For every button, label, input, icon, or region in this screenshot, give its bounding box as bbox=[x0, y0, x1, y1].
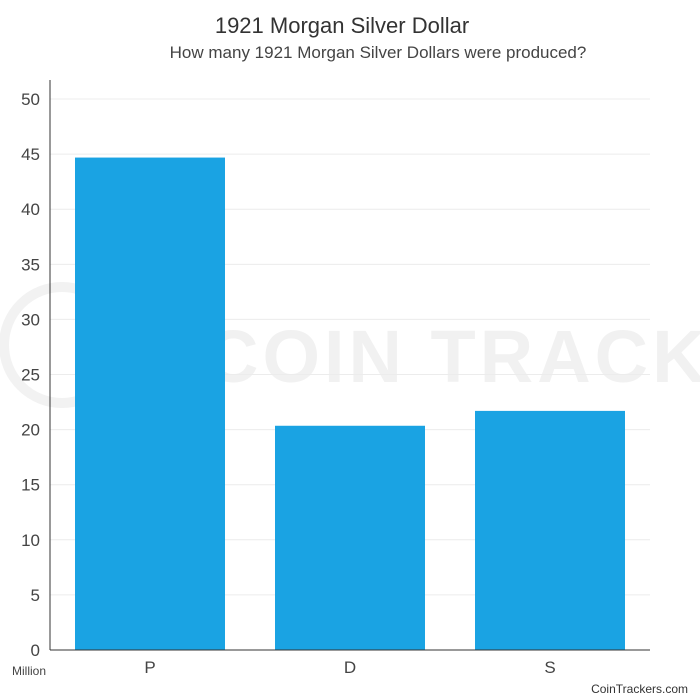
y-tick-label: 5 bbox=[31, 586, 40, 605]
x-tick-label: S bbox=[544, 658, 555, 677]
y-tick-label: 15 bbox=[21, 476, 40, 495]
source-label: CoinTrackers.com bbox=[591, 682, 688, 696]
bars bbox=[75, 157, 625, 651]
bar-s bbox=[475, 410, 625, 650]
x-tick-label: D bbox=[344, 658, 356, 677]
chart-subtitle: How many 1921 Morgan Silver Dollars were… bbox=[170, 43, 587, 62]
y-tick-label: 50 bbox=[21, 90, 40, 109]
bar-d bbox=[275, 425, 425, 650]
y-tick-label: 35 bbox=[21, 255, 40, 274]
y-tick-label: 20 bbox=[21, 421, 40, 440]
bar-p bbox=[75, 157, 225, 651]
y-tick-label: 0 bbox=[31, 641, 40, 660]
watermark-text: COIN TRACKERS bbox=[205, 315, 700, 398]
y-tick-label: 10 bbox=[21, 531, 40, 550]
y-tick-label: 40 bbox=[21, 200, 40, 219]
y-tick-label: 30 bbox=[21, 310, 40, 329]
x-tick-label: P bbox=[144, 658, 155, 677]
watermark: COIN TRACKERS bbox=[0, 282, 700, 408]
y-axis-ticks: 0 5 10 15 20 25 30 35 40 45 50 bbox=[21, 90, 40, 660]
chart-title: 1921 Morgan Silver Dollar bbox=[215, 13, 469, 38]
y-unit-label: Million bbox=[12, 664, 46, 678]
y-tick-label: 45 bbox=[21, 145, 40, 164]
y-tick-label: 25 bbox=[21, 366, 40, 385]
